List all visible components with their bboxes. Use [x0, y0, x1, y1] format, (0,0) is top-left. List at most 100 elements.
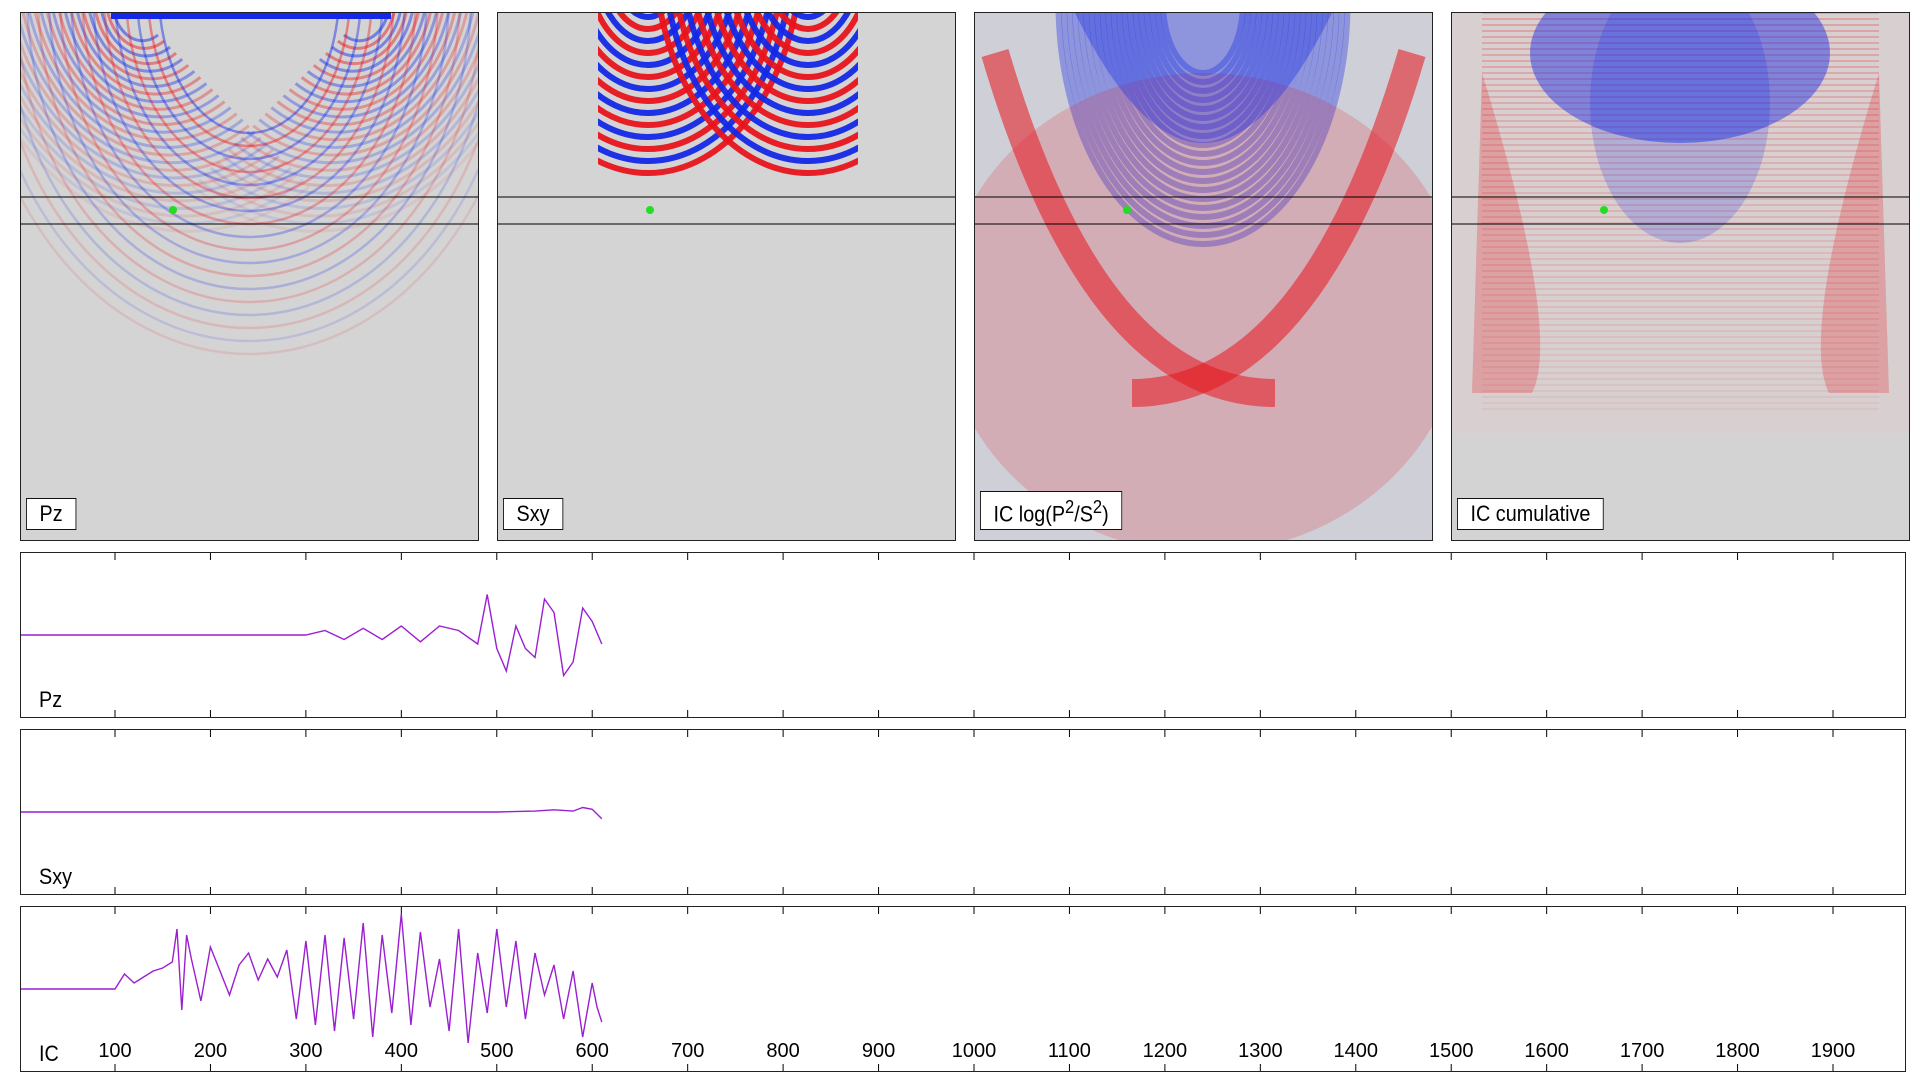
blue-arc [1083, 13, 1323, 202]
x-tick-label: 1000 [952, 1040, 997, 1062]
arc [343, 13, 390, 43]
arc [228, 76, 478, 187]
arc [197, 131, 478, 226]
wavefront [704, 13, 912, 116]
wavefront [733, 13, 883, 80]
wavefront [498, 13, 799, 176]
x-tick-label: 300 [289, 1040, 322, 1062]
wavefront [516, 13, 780, 152]
arc [21, 56, 268, 180]
x-tick-label: 1200 [1143, 1040, 1188, 1062]
blue-arc [1072, 13, 1334, 220]
arc [94, 13, 178, 66]
ic-bg [975, 13, 1432, 540]
wavefront [70, 13, 428, 239]
wavefront [630, 13, 666, 20]
arc [76, 13, 196, 88]
wavefront [21, 166, 478, 343]
blue-arc [1160, 13, 1246, 76]
x-tick-label: 900 [862, 1040, 895, 1062]
wave-pattern [21, 13, 478, 356]
x-tick-label: 1400 [1334, 1040, 1379, 1062]
wavefront [21, 39, 478, 304]
wavefront [535, 13, 761, 128]
arc [70, 13, 202, 96]
wavefront [147, 13, 351, 148]
receiver-marker [169, 206, 177, 214]
arc [27, 13, 244, 149]
arc [258, 13, 475, 149]
panel-label-pz: Pz [26, 498, 77, 530]
red-arc [1131, 49, 1426, 407]
blue-arc [1099, 13, 1307, 175]
arc [88, 13, 184, 73]
wavefront [48, 13, 450, 265]
arc [216, 99, 478, 203]
quiet-zone [858, 13, 955, 540]
wavefront [564, 13, 732, 92]
x-tick-label: 600 [576, 1040, 609, 1062]
arc [288, 13, 444, 111]
x-tick-label: 800 [766, 1040, 799, 1062]
wavefront [573, 13, 723, 80]
blue-arc [1055, 13, 1351, 247]
wavefront [616, 13, 680, 32]
arc [337, 13, 396, 50]
x-tick-label: 700 [671, 1040, 704, 1062]
trace-line [21, 913, 603, 1044]
arc [270, 13, 463, 134]
arc [39, 13, 232, 134]
trace-pz: Pz [20, 552, 1906, 718]
x-tick-label: 500 [480, 1040, 513, 1062]
trace-label-pz: Pz [39, 687, 63, 712]
red-lobe [975, 73, 1432, 540]
trace-ic: 100 200 300 400 500 600 700 800 900 1000 1100 1200 1… [20, 906, 1906, 1072]
wavefront [754, 13, 862, 56]
wavefront [114, 13, 384, 187]
red-arc [981, 49, 1276, 407]
arc [106, 13, 165, 50]
x-tick-label: 400 [385, 1040, 418, 1062]
arc [100, 13, 172, 58]
trace-line [21, 806, 603, 820]
blue-arc [1088, 13, 1318, 193]
wavefront [695, 13, 921, 128]
receiver-marker [646, 206, 654, 214]
panel-sxy: Sxy [497, 12, 956, 541]
x-tick-label: 1100 [1048, 1040, 1091, 1062]
red-plume [1472, 73, 1541, 393]
blue-arc [1138, 13, 1268, 112]
blue-arc [1066, 13, 1340, 229]
blue-arc [1154, 13, 1252, 85]
trace-label-ic: IC [39, 1041, 59, 1066]
blue-plume [1530, 13, 1830, 143]
arc [45, 13, 226, 126]
trace-line [21, 594, 603, 678]
arc [21, 13, 250, 157]
trace-ic-plot: 100 200 300 400 500 600 700 800 900 1000 1100 1200 1… [21, 907, 1856, 1071]
arc [294, 13, 438, 104]
x-tick-label: 1900 [1811, 1040, 1856, 1062]
wave-pattern [975, 13, 1432, 540]
wavefront [594, 13, 702, 56]
arc [112, 13, 159, 43]
wavefront [21, 193, 478, 356]
panel-label-ic-cumulative: IC cumulative [1457, 498, 1604, 530]
arc [21, 83, 280, 195]
arc [21, 137, 311, 233]
panel-ic: IC log(P2/S2) [974, 12, 1433, 541]
x-tick-label: 1300 [1238, 1040, 1283, 1062]
wavefront [103, 13, 395, 200]
blue-arc [1061, 13, 1345, 238]
wavefront [657, 13, 955, 176]
wavefront [724, 13, 892, 92]
panel-label-ic: IC log(P2/S2) [980, 490, 1123, 530]
blue-arc [1116, 13, 1290, 148]
arc [246, 31, 478, 165]
arc [21, 70, 274, 187]
blue-arc [1143, 13, 1263, 103]
blue-plume [1590, 13, 1770, 243]
wavefront [605, 13, 691, 44]
arc [82, 13, 190, 81]
trace-sxy-plot [21, 730, 1834, 894]
